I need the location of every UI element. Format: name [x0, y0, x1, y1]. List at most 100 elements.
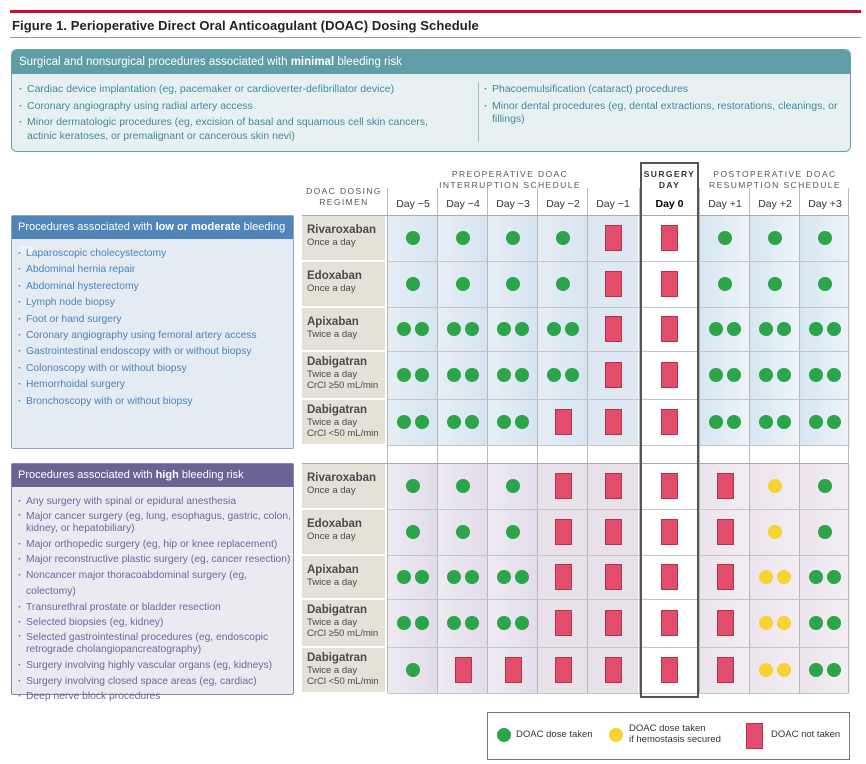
- list-item: Surgery involving closed space areas (eg…: [18, 674, 293, 690]
- low-head-prefix: Procedures associated with: [18, 221, 156, 233]
- drug-cell: Dabigatran Twice a day CrCl <50 mL/min: [302, 400, 385, 444]
- regimen-text: CrCl <50 mL/min: [307, 427, 379, 439]
- list-item: Laparoscopic cholecystectomy: [18, 246, 293, 263]
- not-taken-marker: [716, 610, 734, 636]
- minimal-head-suffix: bleeding risk: [334, 56, 402, 68]
- column-divider: [587, 188, 588, 693]
- dose-taken-dot: [515, 415, 529, 429]
- not-taken-marker: [661, 519, 678, 545]
- drug-cell: Dabigatran Twice a day CrCl ≥50 mL/min: [302, 352, 385, 398]
- dose-taken-dot: [497, 570, 511, 584]
- day-header: Day +2: [758, 198, 792, 210]
- regimen-header: DOAC DOSING REGIMEN: [306, 186, 382, 207]
- list-item: Lymph node biopsy: [18, 295, 293, 312]
- dose-taken-dot: [777, 368, 791, 382]
- drug-cell: Rivaroxaban Once a day: [302, 464, 385, 508]
- not-taken-marker: [604, 316, 622, 342]
- not-taken-marker: [604, 409, 622, 435]
- drug-name: Dabigatran: [307, 604, 368, 616]
- drug-name: Edoxaban: [307, 270, 362, 282]
- list-item: Foot or hand surgery: [18, 312, 293, 329]
- table-cell-bg: [438, 216, 488, 446]
- dose-taken-dot: [397, 570, 411, 584]
- dose-taken-dot: [406, 479, 420, 493]
- dose-taken-dot: [759, 368, 773, 382]
- table-cell-bg: [488, 464, 538, 694]
- dose-taken-dot: [709, 368, 723, 382]
- regimen-text: Twice a day: [307, 665, 358, 676]
- dose-taken-dot: [809, 368, 823, 382]
- minimal-risk-header: Surgical and nonsurgical procedures asso…: [12, 50, 850, 74]
- day-header: Day 0: [655, 198, 684, 210]
- not-taken-marker: [554, 409, 572, 435]
- dose-taken-dot: [727, 368, 741, 382]
- section-divider: [302, 463, 848, 464]
- table-cell-bg: [438, 464, 488, 694]
- dose-taken-dot: [415, 616, 429, 630]
- not-taken-marker: [661, 657, 678, 683]
- drug-cell: Dabigatran Twice a day CrCl ≥50 mL/min: [302, 600, 385, 646]
- high-head-bold: high: [155, 469, 179, 481]
- dose-taken-dot: [727, 415, 741, 429]
- drug-name: Edoxaban: [307, 518, 362, 530]
- dose-taken-dot: [506, 525, 520, 539]
- minimal-risk-box: Surgical and nonsurgical procedures asso…: [11, 49, 851, 152]
- dose-taken-dot: [415, 368, 429, 382]
- row-divider: [388, 693, 848, 694]
- minimal-left-list: Cardiac device implantation (eg, pacemak…: [19, 83, 459, 146]
- drug-cell: Rivaroxaban Once a day: [302, 216, 385, 260]
- low-risk-box: Procedures associated with low or modera…: [11, 215, 294, 449]
- dose-if-hemostasis-dot: [777, 616, 791, 630]
- dose-taken-dot: [547, 322, 561, 336]
- list-item: Cardiac device implantation (eg, pacemak…: [19, 83, 459, 97]
- dose-taken-dot: [565, 322, 579, 336]
- column-divider: [537, 188, 538, 693]
- dose-taken-dot: [465, 616, 479, 630]
- column-divider: [437, 188, 438, 693]
- row-divider: [388, 509, 848, 510]
- list-item: Abdominal hernia repair: [18, 262, 293, 279]
- dose-taken-dot: [809, 415, 823, 429]
- day-header: Day +1: [708, 198, 742, 210]
- legend-hemostasis-label: DOAC dose taken if hemostasis secured: [629, 723, 721, 745]
- not-taken-marker: [716, 519, 734, 545]
- day-header: Day −4: [446, 198, 480, 210]
- dose-taken-dot: [497, 616, 511, 630]
- not-taken-marker: [554, 473, 572, 499]
- not-taken-marker: [554, 519, 572, 545]
- column-divider: [848, 188, 849, 693]
- list-item: Any surgery with spinal or epidural anes…: [18, 494, 293, 510]
- dose-if-hemostasis-dot: [759, 616, 773, 630]
- dose-taken-dot: [827, 570, 841, 584]
- regimen-text: Twice a day: [307, 369, 358, 380]
- not-taken-marker: [661, 362, 678, 388]
- table-cell-bg: [538, 216, 588, 446]
- dose-if-hemostasis-dot: [759, 570, 773, 584]
- not-taken-marker: [661, 409, 678, 435]
- dose-taken-dot: [456, 525, 470, 539]
- dose-taken-dot: [547, 368, 561, 382]
- day-header: Day −2: [546, 198, 580, 210]
- legend-taken-label: DOAC dose taken: [516, 729, 593, 740]
- not-taken-marker: [661, 225, 678, 251]
- dose-taken-dot: [818, 277, 832, 291]
- dose-if-hemostasis-dot: [777, 663, 791, 677]
- dose-taken-dot: [447, 570, 461, 584]
- drug-name: Dabigatran: [307, 356, 368, 368]
- postop-header: POSTOPERATIVE DOAC RESUMPTION SCHEDULE: [709, 169, 841, 190]
- minimal-divider: [478, 82, 479, 142]
- dose-taken-dot: [718, 231, 732, 245]
- dose-taken-dot: [415, 570, 429, 584]
- dose-taken-dot: [406, 525, 420, 539]
- not-taken-marker: [604, 657, 622, 683]
- drug-cell: Apixaban Twice a day: [302, 556, 385, 598]
- dose-taken-dot: [556, 231, 570, 245]
- dose-taken-dot: [777, 415, 791, 429]
- not-taken-marker: [554, 564, 572, 590]
- dose-taken-dot: [768, 231, 782, 245]
- dose-taken-dot: [456, 231, 470, 245]
- table-cell-bg: [388, 464, 438, 694]
- dose-taken-dot: [727, 322, 741, 336]
- dose-taken-dot: [406, 277, 420, 291]
- legend-hemostasis-line1: DOAC dose taken: [629, 723, 706, 734]
